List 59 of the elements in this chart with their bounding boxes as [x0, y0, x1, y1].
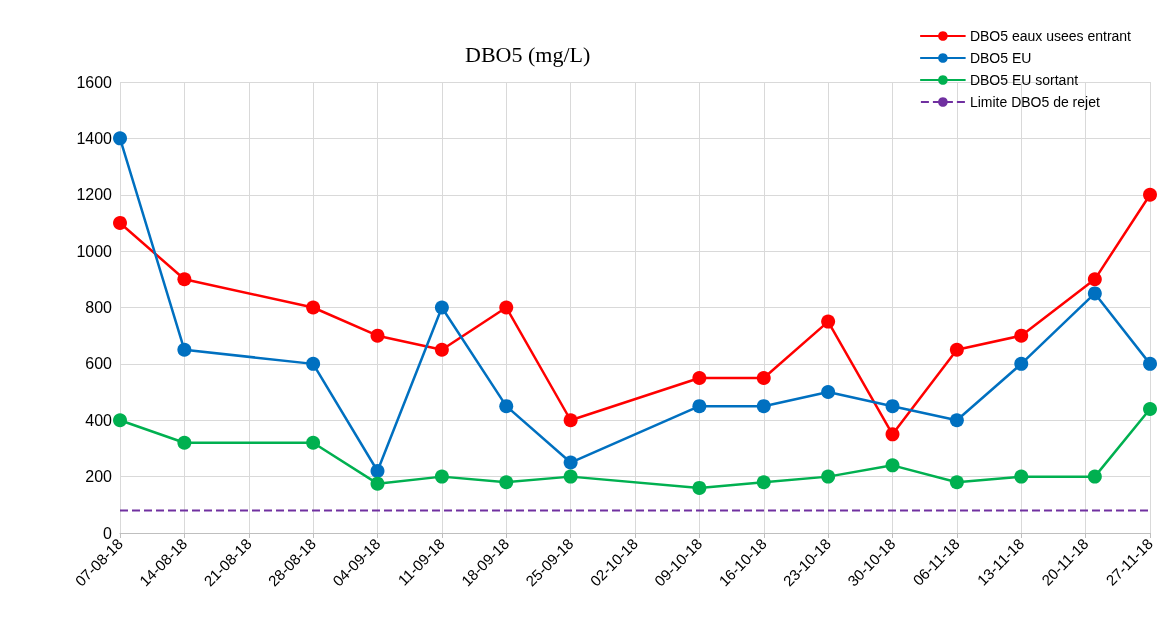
y-tick-label: 600	[85, 355, 113, 373]
point	[177, 342, 192, 357]
point	[949, 342, 964, 357]
point	[1087, 286, 1102, 301]
y-tick-label: 1200	[76, 186, 113, 204]
point	[499, 475, 514, 490]
y-tick-label: 800	[85, 299, 113, 316]
point	[177, 435, 192, 450]
point	[821, 469, 836, 484]
y-tick-label: 1000	[76, 242, 113, 260]
point	[306, 435, 321, 450]
point	[692, 370, 707, 385]
point	[949, 475, 964, 490]
point	[692, 399, 707, 414]
legend-label: DBO5 eaux usees entrant	[969, 28, 1132, 44]
legend-label: Limite DBO5 de rejet	[969, 94, 1100, 110]
point	[1143, 401, 1157, 416]
point	[1014, 356, 1029, 371]
y-tick-label: 200	[85, 468, 113, 486]
point	[434, 469, 449, 484]
point	[1143, 356, 1157, 371]
point	[499, 300, 514, 315]
point	[756, 399, 771, 414]
point	[821, 314, 836, 329]
point	[370, 476, 385, 491]
point	[821, 385, 836, 400]
y-tick-label: 1400	[76, 129, 113, 147]
point	[949, 413, 964, 428]
point	[1014, 469, 1029, 484]
point	[499, 399, 514, 414]
point	[563, 469, 578, 484]
point	[1087, 469, 1102, 484]
point	[1014, 328, 1029, 343]
point	[885, 458, 900, 473]
point	[885, 427, 900, 442]
point	[563, 413, 578, 428]
legend-label: DBO5 EU	[969, 50, 1032, 66]
point	[885, 399, 900, 414]
point	[563, 455, 578, 470]
point	[692, 480, 707, 495]
y-tick-label: 0	[103, 524, 113, 542]
point	[306, 356, 321, 371]
point	[177, 272, 192, 287]
point	[370, 463, 385, 478]
point	[756, 475, 771, 490]
point	[113, 413, 127, 428]
point	[1143, 187, 1157, 202]
point	[113, 215, 127, 230]
point	[370, 328, 385, 343]
point	[306, 300, 321, 315]
point	[434, 342, 449, 357]
y-tick-label: 1600	[76, 73, 113, 91]
point	[756, 370, 771, 385]
point	[113, 131, 127, 146]
chart-title: DBO5 (mg/L)	[465, 41, 591, 67]
y-tick-label: 400	[85, 411, 113, 429]
point	[434, 300, 449, 315]
point	[1087, 272, 1102, 287]
legend-label: DBO5 EU sortant	[969, 72, 1079, 88]
